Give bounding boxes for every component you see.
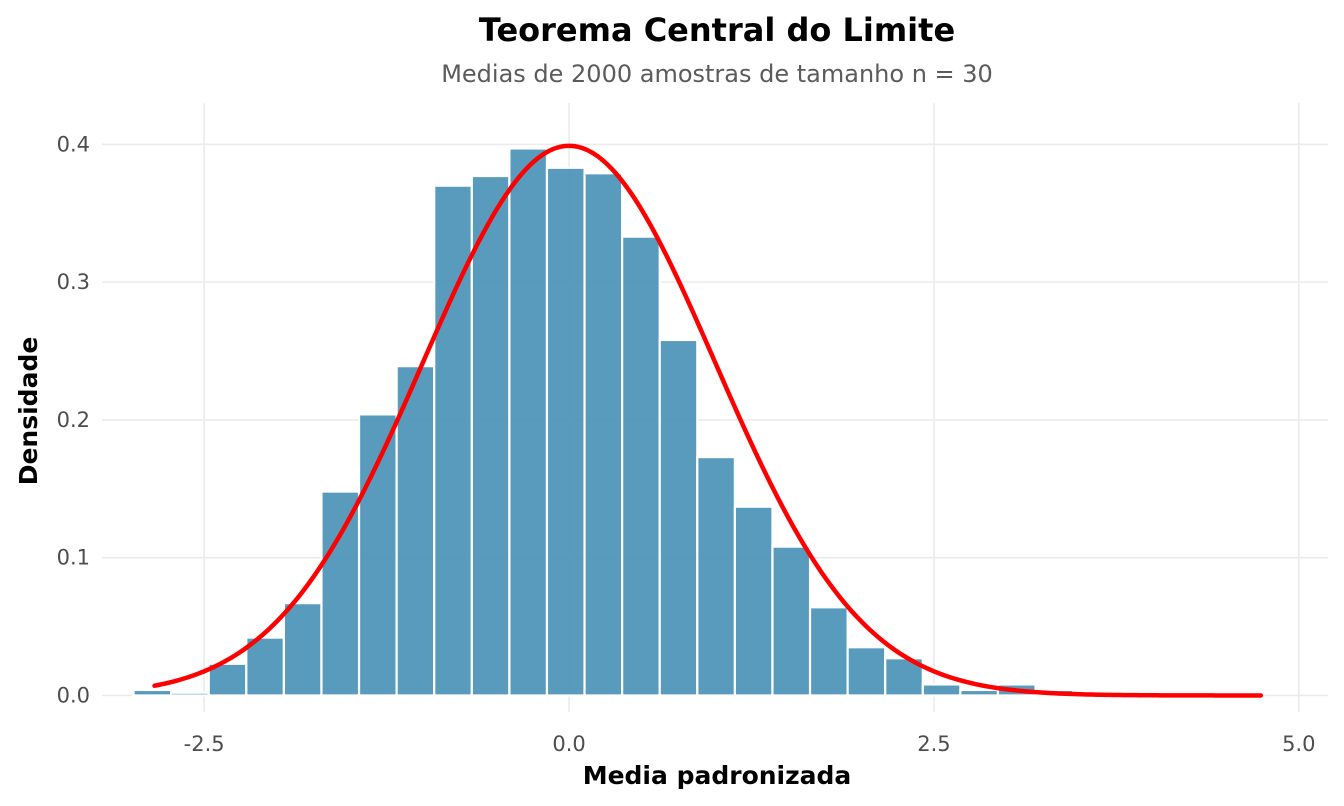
- histogram-bar: [621, 235, 661, 697]
- y-tick-label: 0.2: [57, 408, 90, 432]
- y-tick-label: 0.0: [57, 683, 90, 707]
- histogram-bar: [808, 606, 849, 697]
- histogram-bar: [170, 691, 210, 697]
- histogram-bar: [282, 602, 323, 697]
- y-axis-ticks: 0.0 0.1 0.2 0.3 0.4: [57, 132, 90, 707]
- histogram-bar: [395, 365, 436, 697]
- histogram-bars: [132, 147, 1187, 697]
- x-tick-label: 0.0: [552, 732, 585, 756]
- histogram-bar: [921, 683, 962, 697]
- normal-density-curve: [152, 143, 1264, 698]
- histogram-bar: [545, 166, 586, 697]
- histogram-bar: [508, 147, 549, 697]
- x-axis-ticks: -2.5 0.0 2.5 5.0: [184, 732, 1316, 756]
- y-tick-label: 0.3: [57, 270, 90, 294]
- histogram-bar: [733, 505, 774, 697]
- chart-subtitle: Medias de 2000 amostras de tamanho n = 3…: [441, 60, 993, 88]
- histogram-bar: [320, 490, 361, 697]
- density-curve-layer: [152, 143, 1264, 698]
- x-axis-title: Media padronizada: [583, 761, 852, 790]
- x-tick-label: -2.5: [184, 732, 225, 756]
- histogram-bar: [357, 413, 398, 697]
- histogram-bar: [846, 646, 887, 697]
- y-axis-title: Densidade: [14, 337, 43, 486]
- x-tick-label: 2.5: [917, 732, 950, 756]
- histogram-bar: [583, 172, 624, 697]
- histogram-bar: [771, 545, 812, 697]
- chart-title: Teorema Central do Limite: [479, 11, 955, 49]
- x-tick-label: 5.0: [1282, 732, 1315, 756]
- y-tick-label: 0.1: [57, 546, 90, 570]
- histogram-bar: [132, 688, 173, 697]
- histogram-bar: [959, 688, 1000, 697]
- histogram-bar: [245, 636, 285, 697]
- y-tick-label: 0.4: [57, 132, 90, 156]
- histogram-bar: [696, 456, 736, 697]
- histogram-bar: [470, 174, 511, 697]
- histogram-bar: [658, 338, 699, 697]
